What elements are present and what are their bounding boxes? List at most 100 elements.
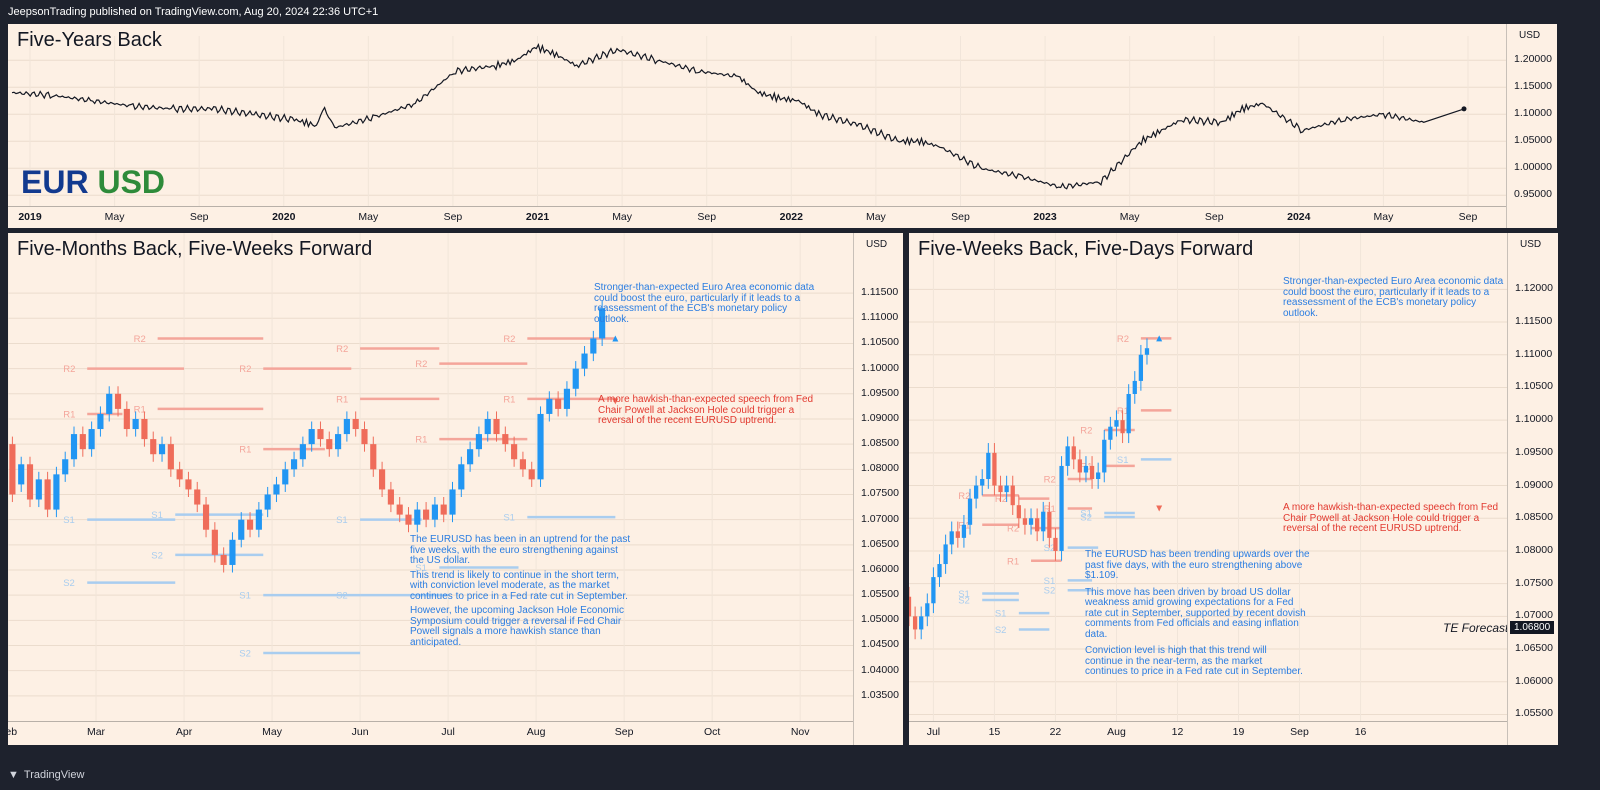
y-tick-label: 1.10500 bbox=[1515, 380, 1553, 393]
x-tick-label: Mar bbox=[86, 726, 106, 738]
bearish-scenario-note: A more hawkish-than-expected speech from… bbox=[1283, 502, 1498, 535]
currency-label: USD bbox=[1519, 30, 1541, 41]
bearish-candle bbox=[123, 408, 130, 430]
note-line: comments from Fed officials and easing i… bbox=[1085, 618, 1299, 629]
five-months-chart[interactable]: R2 R2 R1 R1 R2 R1 R2 R1 R2 R1 R2 R1 S1 S2 S1 S2 S1 S2 S1 S2… bbox=[8, 233, 903, 745]
bullish-candle bbox=[931, 577, 936, 604]
x-tick-label: 2024 bbox=[1287, 211, 1311, 223]
bullish-candle bbox=[1059, 465, 1064, 551]
note-line: outlook. bbox=[1283, 307, 1319, 319]
y-tick-label: 1.11500 bbox=[861, 286, 899, 299]
five-months-plot: R2 R2 R1 R1 R2 R1 R2 R1 R2 R1 R2 R1 S1 S2 S1 S2 S1 S2 S1 S2… bbox=[8, 233, 853, 721]
bullish-candle bbox=[273, 484, 280, 495]
x-tick-label: Feb bbox=[8, 726, 18, 738]
bearish-candle bbox=[1071, 446, 1076, 460]
y-tick-label: 1.10500 bbox=[861, 336, 899, 349]
bullish-candle bbox=[431, 504, 438, 520]
bullish-candle bbox=[1102, 439, 1107, 473]
note-line: five weeks, with the euro strengthening … bbox=[410, 544, 618, 556]
bearish-candle bbox=[211, 529, 218, 555]
five-months-title: Five-Months Back, Five-Weeks Forward bbox=[17, 238, 373, 260]
x-tick-label: Nov bbox=[790, 726, 810, 738]
bullish-candle bbox=[1132, 380, 1137, 394]
x-tick-label: 19 bbox=[1232, 726, 1245, 738]
x-tick-label: Sep bbox=[1290, 726, 1309, 738]
x-tick-label: 16 bbox=[1354, 726, 1367, 738]
bullish-candle bbox=[973, 485, 979, 499]
forecast-price-box: 1.06800 bbox=[1510, 621, 1555, 635]
level-label: S1 bbox=[336, 515, 348, 526]
price-scale[interactable]: USD 1.06800 1.12000 1.11500 1.11000 1.10500… bbox=[1507, 233, 1558, 745]
bullish-candle bbox=[980, 479, 985, 486]
level-label: R1 bbox=[134, 404, 146, 415]
y-tick-label: 1.05000 bbox=[1514, 134, 1552, 147]
five-years-chart[interactable]: Five-Years Back EUR USD USD 1.20000 1.150… bbox=[8, 24, 1557, 228]
note-line: continues to price in a Fed rate cut in … bbox=[1085, 666, 1303, 677]
tradingview-logo-icon: ▼ bbox=[8, 769, 19, 781]
note-line: Stronger-than-expected Euro Area economi… bbox=[1283, 276, 1504, 287]
bearish-candle bbox=[502, 434, 509, 445]
level-label: S2 bbox=[1080, 512, 1092, 523]
bullish-candle bbox=[590, 338, 597, 354]
y-tick-label: 1.07500 bbox=[1515, 576, 1553, 589]
currency-label: USD bbox=[866, 239, 888, 250]
bearish-candle bbox=[79, 434, 86, 450]
x-tick-label: May bbox=[104, 211, 125, 223]
price-scale[interactable]: USD 1.11500 1.11000 1.10500 1.10000 1.09500 1… bbox=[853, 233, 903, 745]
time-axis[interactable]: Feb Mar Apr May Jun Jul Aug Sep Oct Nov bbox=[8, 721, 853, 744]
note-line: This trend is likely to continue in the … bbox=[410, 569, 619, 581]
bullish-candle bbox=[97, 413, 104, 430]
bearish-candle bbox=[9, 444, 16, 495]
y-tick-label: 1.10000 bbox=[1514, 107, 1552, 120]
bearish-candle bbox=[370, 444, 377, 470]
level-label: S1 bbox=[415, 563, 427, 574]
x-tick-label: Sep bbox=[614, 726, 634, 738]
time-axis[interactable]: Jul 15 22 Aug 12 19 Sep 16 bbox=[909, 721, 1507, 744]
footer-brand[interactable]: ▼ TradingView bbox=[8, 769, 84, 781]
bearish-candle bbox=[167, 444, 174, 470]
bearish-candle bbox=[1053, 537, 1058, 551]
price-line bbox=[11, 42, 1465, 190]
note-line: data. bbox=[1085, 628, 1108, 640]
summary-note: The EURUSD has been trending upwards ove… bbox=[1085, 549, 1310, 678]
five-weeks-chart[interactable]: R2R2R1R2R1R2R1R2R1R2R1S1S2S1S2S1S2S1S1S2… bbox=[909, 233, 1558, 745]
note-line: However, the upcoming Jackson Hole Econo… bbox=[410, 605, 624, 616]
bullish-candle bbox=[458, 464, 465, 490]
bullish-candle bbox=[949, 531, 954, 545]
bullish-candle bbox=[1028, 518, 1034, 525]
bullish-candle bbox=[599, 308, 606, 339]
x-tick-label: 2023 bbox=[1033, 211, 1057, 223]
bullish-candle bbox=[1004, 485, 1009, 493]
bearish-candle bbox=[1016, 505, 1021, 519]
bearish-candle bbox=[361, 429, 368, 445]
level-label: S2 bbox=[995, 625, 1007, 636]
level-label: S2 bbox=[1044, 586, 1056, 597]
bullish-candle bbox=[467, 449, 474, 465]
bullish-candle bbox=[229, 539, 236, 565]
bullish-candle bbox=[1096, 472, 1101, 480]
bearish-candle bbox=[176, 469, 183, 480]
bearish-candle bbox=[185, 479, 192, 490]
level-label: R2 bbox=[1007, 524, 1019, 535]
price-scale[interactable]: USD 1.20000 1.15000 1.10000 1.05000 1.00000 0… bbox=[1506, 24, 1557, 228]
y-tick-label: 1.10000 bbox=[1515, 413, 1553, 426]
bullish-candle bbox=[158, 444, 166, 455]
bearish-candle bbox=[1022, 518, 1028, 525]
time-axis[interactable]: 2019 May Sep 2020 May Sep 2021 May Sep 2022 May Sep… bbox=[8, 206, 1506, 228]
level-label: R2 bbox=[958, 491, 970, 502]
bearish-candle bbox=[555, 398, 562, 409]
y-tick-label: 1.06500 bbox=[861, 537, 899, 550]
x-tick-label: May bbox=[262, 726, 282, 738]
x-tick-label: Sep bbox=[189, 211, 209, 223]
bullish-candle bbox=[255, 509, 262, 530]
bullish-candle bbox=[35, 479, 42, 500]
bullish-candle bbox=[299, 444, 306, 460]
bullish-candle bbox=[70, 434, 78, 460]
bullish-candle bbox=[343, 418, 350, 435]
five-years-plot bbox=[8, 36, 1506, 206]
level-label: R2 bbox=[239, 364, 251, 375]
y-tick-label: 1.09000 bbox=[1515, 478, 1553, 491]
level-label: S2 bbox=[239, 649, 251, 660]
bullish-candle bbox=[1065, 446, 1070, 466]
bearish-candle bbox=[528, 469, 535, 480]
